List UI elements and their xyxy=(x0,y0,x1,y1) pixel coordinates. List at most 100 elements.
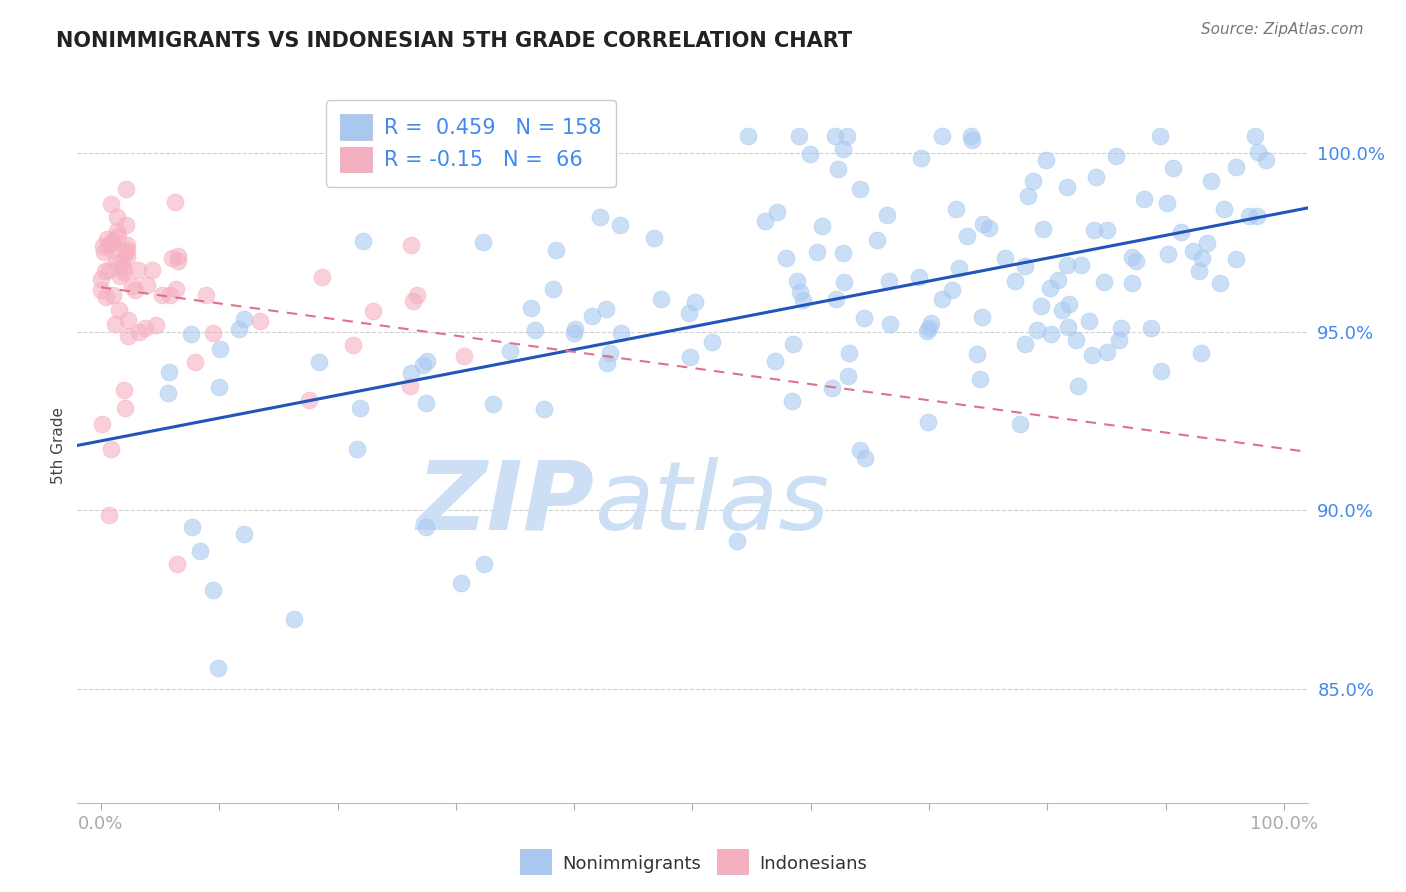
Point xyxy=(115,238,138,252)
Point xyxy=(249,314,271,328)
Point xyxy=(1188,264,1211,278)
Point xyxy=(920,316,942,330)
Point xyxy=(1195,236,1218,251)
Text: ZIP: ZIP xyxy=(416,457,595,549)
Point xyxy=(114,401,136,415)
Point xyxy=(908,270,931,285)
Point xyxy=(581,310,603,324)
Point xyxy=(157,365,180,379)
Point xyxy=(136,277,159,292)
Point xyxy=(609,218,631,232)
Point xyxy=(94,264,117,278)
Point xyxy=(866,233,889,247)
Point xyxy=(165,281,187,295)
Point xyxy=(599,345,621,359)
Point xyxy=(960,128,983,143)
Point xyxy=(159,288,181,302)
Point xyxy=(546,243,568,257)
Point xyxy=(201,583,224,598)
Point xyxy=(1237,209,1260,223)
Point xyxy=(589,210,612,224)
Point xyxy=(91,238,114,252)
Point xyxy=(918,320,941,334)
Point xyxy=(541,282,564,296)
Point xyxy=(108,302,131,317)
Point xyxy=(1067,378,1090,392)
Point xyxy=(786,274,808,288)
Point xyxy=(700,334,723,349)
Point xyxy=(1161,161,1184,176)
Point xyxy=(679,350,702,364)
Point xyxy=(111,255,134,269)
Point xyxy=(1004,274,1026,288)
Point xyxy=(114,182,136,196)
Point xyxy=(1156,195,1178,210)
Point xyxy=(1022,174,1045,188)
Point xyxy=(1225,252,1247,266)
Point xyxy=(96,232,118,246)
Point xyxy=(412,358,434,372)
Point xyxy=(1057,320,1080,334)
Point xyxy=(141,263,163,277)
Point xyxy=(1247,145,1270,159)
Point xyxy=(117,244,139,258)
Point xyxy=(610,326,633,341)
Point xyxy=(105,254,128,268)
Point xyxy=(152,288,174,302)
Point xyxy=(145,318,167,332)
Point xyxy=(194,287,217,301)
Point xyxy=(481,397,503,411)
Point xyxy=(1008,417,1031,431)
Point xyxy=(472,557,495,571)
Point xyxy=(100,196,122,211)
Point xyxy=(780,393,803,408)
Point xyxy=(416,353,439,368)
Point xyxy=(361,304,384,318)
Point xyxy=(799,146,821,161)
Point xyxy=(112,384,135,398)
Point xyxy=(837,345,859,359)
Point xyxy=(1031,299,1053,313)
Point xyxy=(966,347,988,361)
Point xyxy=(969,372,991,386)
Point xyxy=(917,415,939,429)
Point xyxy=(1081,347,1104,361)
Point xyxy=(562,326,585,340)
Point xyxy=(399,366,422,380)
Point xyxy=(725,534,748,549)
Point xyxy=(821,381,844,395)
Point xyxy=(1243,128,1265,143)
Point xyxy=(1254,153,1277,167)
Point xyxy=(499,343,522,358)
Point xyxy=(853,450,876,465)
Point xyxy=(402,294,425,309)
Point xyxy=(1035,153,1057,168)
Point xyxy=(1208,277,1230,291)
Point xyxy=(948,260,970,275)
Point xyxy=(160,251,183,265)
Point xyxy=(415,396,437,410)
Text: Nonimmigrants: Nonimmigrants xyxy=(562,855,702,873)
Point xyxy=(207,660,229,674)
Point xyxy=(520,301,543,315)
Point xyxy=(792,293,814,308)
Point xyxy=(1095,345,1118,359)
Point xyxy=(956,228,979,243)
Point xyxy=(1057,297,1080,311)
Point xyxy=(1105,149,1128,163)
Point xyxy=(1121,250,1143,264)
Point xyxy=(1056,258,1078,272)
Point xyxy=(824,292,846,306)
Point xyxy=(945,202,967,216)
Point xyxy=(103,288,125,302)
Point xyxy=(188,543,211,558)
Point xyxy=(832,143,855,157)
Point xyxy=(1050,303,1073,318)
Point xyxy=(166,558,188,572)
Point xyxy=(972,310,994,324)
Point xyxy=(827,162,849,177)
Point xyxy=(94,290,117,304)
Point xyxy=(104,317,127,331)
Point xyxy=(931,293,953,307)
Point xyxy=(1182,244,1205,258)
